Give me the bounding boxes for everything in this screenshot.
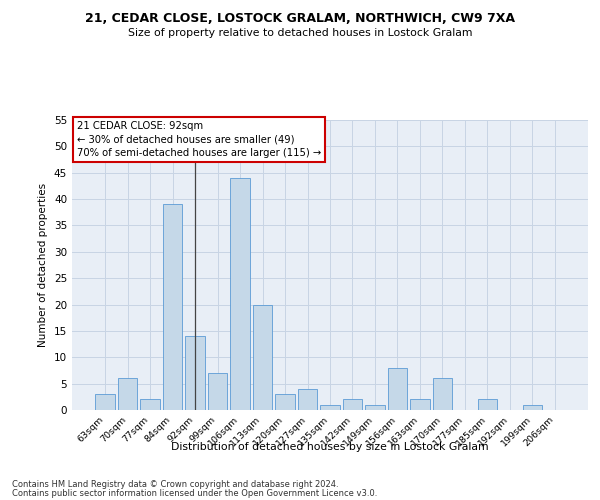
Bar xyxy=(118,378,137,410)
Bar xyxy=(365,404,385,410)
Text: Contains public sector information licensed under the Open Government Licence v3: Contains public sector information licen… xyxy=(12,488,377,498)
Bar xyxy=(478,400,497,410)
Bar xyxy=(230,178,250,410)
Bar xyxy=(140,400,160,410)
Text: Contains HM Land Registry data © Crown copyright and database right 2024.: Contains HM Land Registry data © Crown c… xyxy=(12,480,338,489)
Bar xyxy=(433,378,452,410)
Bar xyxy=(523,404,542,410)
Text: Distribution of detached houses by size in Lostock Gralam: Distribution of detached houses by size … xyxy=(171,442,489,452)
Text: 21 CEDAR CLOSE: 92sqm
← 30% of detached houses are smaller (49)
70% of semi-deta: 21 CEDAR CLOSE: 92sqm ← 30% of detached … xyxy=(77,122,322,158)
Bar xyxy=(253,304,272,410)
Bar xyxy=(320,404,340,410)
Bar xyxy=(95,394,115,410)
Bar xyxy=(410,400,430,410)
Bar xyxy=(343,400,362,410)
Text: Size of property relative to detached houses in Lostock Gralam: Size of property relative to detached ho… xyxy=(128,28,472,38)
Bar xyxy=(185,336,205,410)
Bar xyxy=(163,204,182,410)
Bar xyxy=(275,394,295,410)
Bar xyxy=(388,368,407,410)
Y-axis label: Number of detached properties: Number of detached properties xyxy=(38,183,49,347)
Text: 21, CEDAR CLOSE, LOSTOCK GRALAM, NORTHWICH, CW9 7XA: 21, CEDAR CLOSE, LOSTOCK GRALAM, NORTHWI… xyxy=(85,12,515,26)
Bar xyxy=(298,389,317,410)
Bar xyxy=(208,373,227,410)
